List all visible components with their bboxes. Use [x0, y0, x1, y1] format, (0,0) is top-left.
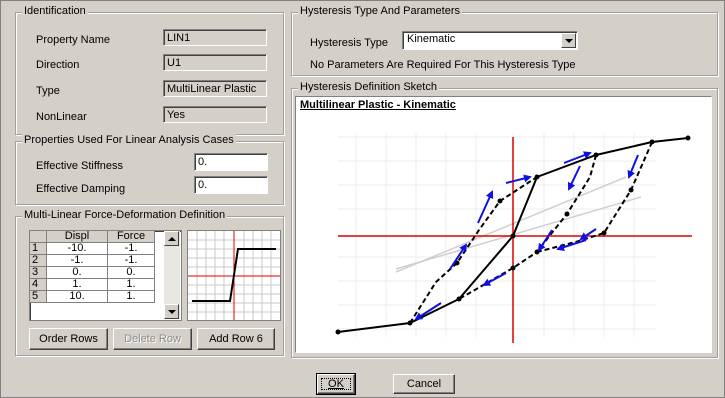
table-row[interactable]: 3 0. 0. — [30, 266, 155, 279]
direction-arrows — [414, 151, 639, 321]
order-rows-button[interactable]: Order Rows — [29, 328, 108, 350]
scroll-up-button[interactable] — [164, 231, 179, 246]
table-row[interactable]: 5 10. 1. — [30, 290, 155, 303]
multilinear-group: Multi-Linear Force-Deformation Definitio… — [15, 209, 284, 356]
dropdown-button[interactable] — [561, 33, 576, 48]
preview-plot — [188, 231, 280, 320]
preview-curve — [192, 248, 276, 302]
sketch-group: Hysteresis Definition Sketch — [291, 81, 718, 358]
displ-cell[interactable]: -10. — [46, 242, 108, 255]
nonlinear-field: Yes — [163, 106, 267, 123]
effective-stiffness-input[interactable]: 0. — [194, 153, 268, 171]
ok-button[interactable]: OK — [316, 373, 356, 395]
force-deformation-preview — [187, 230, 281, 321]
guide-line — [395, 196, 642, 270]
table-row[interactable]: 4 1. 1. — [30, 278, 155, 291]
column-header-force[interactable]: Force — [107, 231, 155, 243]
hysteresis-note: No Parameters Are Required For This Hyst… — [310, 59, 576, 71]
table-scrollbar[interactable] — [164, 231, 180, 319]
property-name-label: Property Name — [36, 34, 110, 46]
displ-cell[interactable]: 0. — [46, 266, 108, 279]
table-row[interactable]: 2 -1. -1. — [30, 254, 155, 267]
direction-field: U1 — [163, 54, 267, 71]
sketch-heading: Multilinear Plastic - Kinematic — [300, 99, 456, 111]
hysteresis-type-value: Kinematic — [407, 33, 456, 45]
property-name-field: LIN1 — [163, 29, 267, 46]
displ-cell[interactable]: 10. — [46, 290, 108, 303]
effective-stiffness-label: Effective Stiffness — [36, 160, 124, 172]
add-row-button[interactable]: Add Row 6 — [197, 328, 275, 350]
cycle-branches — [409, 141, 653, 324]
delete-row-button[interactable]: Delete Row — [113, 328, 192, 350]
hysteresis-sketch: Multilinear Plastic - Kinematic — [295, 96, 712, 353]
chevron-down-icon — [168, 310, 176, 314]
effective-damping-input[interactable]: 0. — [194, 176, 268, 194]
hysteresis-type-label: Hysteresis Type — [310, 37, 389, 49]
linear-properties-group: Properties Used For Linear Analysis Case… — [15, 134, 284, 205]
row-header: 3 — [30, 266, 47, 279]
sketch-plot — [335, 133, 692, 343]
curve-vertices — [335, 135, 691, 335]
row-header: 4 — [30, 278, 47, 291]
identification-group-title: Identification — [22, 5, 88, 17]
type-field: MultiLinear Plastic — [163, 80, 267, 97]
displ-cell[interactable]: 1. — [46, 278, 108, 291]
force-cell[interactable]: 1. — [107, 290, 155, 303]
hysteresis-group-title: Hysteresis Type And Parameters — [298, 5, 462, 17]
table-row[interactable]: 1 -10. -1. — [30, 242, 155, 255]
hysteresis-type-select[interactable]: Kinematic — [402, 31, 578, 50]
chevron-up-icon — [168, 237, 176, 241]
nonlinear-label: NonLinear — [36, 111, 87, 123]
table-corner-header — [30, 231, 47, 243]
sketch-group-title: Hysteresis Definition Sketch — [298, 81, 439, 93]
type-label: Type — [36, 85, 60, 97]
sketch-grid — [338, 133, 656, 337]
multilinear-group-title: Multi-Linear Force-Deformation Definitio… — [22, 209, 228, 221]
displ-cell[interactable]: -1. — [46, 254, 108, 267]
hysteresis-group: Hysteresis Type And Parameters — [291, 5, 718, 76]
ok-button-label: OK — [328, 378, 344, 390]
force-cell[interactable]: -1. — [107, 254, 155, 267]
row-header: 5 — [30, 290, 47, 303]
row-header: 1 — [30, 242, 47, 255]
effective-damping-label: Effective Damping — [36, 183, 126, 195]
row-header: 2 — [30, 254, 47, 267]
direction-label: Direction — [36, 59, 80, 71]
force-cell[interactable]: -1. — [107, 242, 155, 255]
chevron-down-icon — [565, 39, 573, 43]
force-cell[interactable]: 0. — [107, 266, 155, 279]
force-cell[interactable]: 1. — [107, 278, 155, 291]
force-deformation-table[interactable]: Displ Force 1 -10. -1. 2 -1. -1. 3 0. 0.… — [29, 230, 182, 321]
column-header-displ[interactable]: Displ — [46, 231, 108, 243]
cancel-button[interactable]: Cancel — [393, 374, 455, 394]
guide-line — [395, 176, 627, 273]
scroll-down-button[interactable] — [164, 304, 179, 319]
linear-properties-title: Properties Used For Linear Analysis Case… — [22, 134, 236, 146]
